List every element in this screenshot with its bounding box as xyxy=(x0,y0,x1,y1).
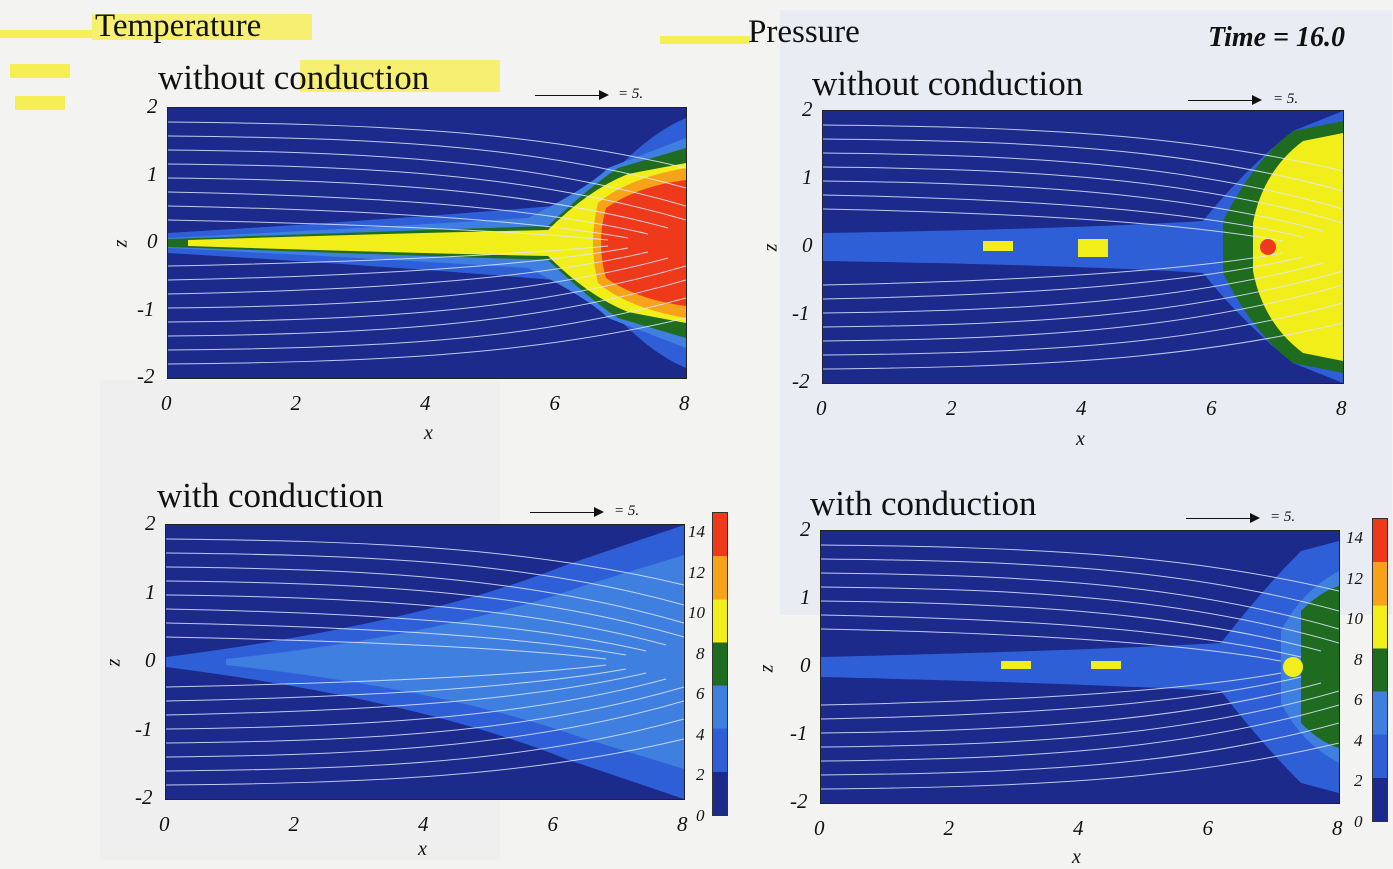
colorbar-tick-label: 6 xyxy=(696,684,705,703)
z-axis-label: z xyxy=(759,243,782,252)
z-tick-label: -1 xyxy=(137,296,155,321)
plot-temperature-without-conduction xyxy=(167,107,687,379)
colorbar-tick-label: 4 xyxy=(1354,730,1363,750)
panel-title: without conduction xyxy=(158,58,430,97)
z-tick-label: 2 xyxy=(802,97,813,121)
colorbar-tick-label: 8 xyxy=(696,643,705,663)
x-tick-label: 8 xyxy=(677,812,688,836)
x-tick-label: 2 xyxy=(290,391,302,415)
vector-label: = 5. xyxy=(1270,509,1296,525)
z-tick-label: 2 xyxy=(147,94,158,118)
pressure-heading: Pressure xyxy=(748,14,860,50)
plot-pressure-with-conduction xyxy=(820,530,1340,804)
x-tick-label: 2 xyxy=(946,396,957,420)
x-tick-label: 4 xyxy=(418,812,429,836)
highlight-mark xyxy=(660,36,750,44)
vector-label: = 5. xyxy=(618,86,644,102)
z-tick-label: -1 xyxy=(135,716,153,741)
vector-label: = 5. xyxy=(1273,91,1299,107)
z-tick-label: 1 xyxy=(145,579,156,604)
vector-arrow xyxy=(1186,513,1260,523)
x-tick-label: 4 xyxy=(1076,396,1087,420)
x-tick-label: 2 xyxy=(288,812,300,836)
z-tick-label: 0 xyxy=(145,648,156,672)
highlight-mark xyxy=(15,96,65,110)
x-tick-label: 0 xyxy=(161,391,172,415)
z-tick-label: 1 xyxy=(147,161,158,186)
temperature-heading: Temperature xyxy=(95,8,262,44)
highlight-mark xyxy=(0,30,92,38)
z-tick-label: -2 xyxy=(137,364,155,388)
colorbar-tick-label: 6 xyxy=(1354,690,1363,709)
plot-canvas xyxy=(166,525,684,799)
colorbar-tick-label: 2 xyxy=(696,765,705,784)
x-tick-label: 6 xyxy=(549,391,561,415)
colorbar-tick-label: 14 xyxy=(1346,528,1363,547)
vector-arrow xyxy=(530,507,604,517)
z-tick-label: -2 xyxy=(792,369,810,393)
z-tick-label: 2 xyxy=(145,511,156,535)
highlight-mark xyxy=(10,64,70,78)
x-tick-label: 8 xyxy=(1332,816,1343,840)
x-tick-label: 4 xyxy=(1073,816,1084,840)
colorbar-tick-label: 2 xyxy=(1354,771,1363,790)
z-axis-label: z xyxy=(102,658,125,667)
x-axis-label: x xyxy=(418,838,427,860)
x-axis-label: x xyxy=(1076,428,1085,450)
x-tick-label: 0 xyxy=(159,812,170,836)
colorbar-tick-label: 4 xyxy=(696,724,705,744)
colorbar-temperature xyxy=(712,512,728,816)
panel-title: with conduction xyxy=(810,484,1037,523)
colorbar-tick-label: 12 xyxy=(688,562,705,582)
z-tick-label: 0 xyxy=(147,229,158,253)
z-tick-label: -2 xyxy=(135,785,153,809)
x-tick-label: 8 xyxy=(1336,396,1347,420)
x-axis-label: x xyxy=(1072,846,1081,868)
z-tick-label: 0 xyxy=(800,653,811,677)
colorbar-tick-label: 12 xyxy=(1346,568,1363,588)
vector-label: = 5. xyxy=(614,503,640,519)
x-tick-label: 6 xyxy=(547,812,559,836)
colorbar-tick-label: 8 xyxy=(1354,649,1363,669)
highlight-mark xyxy=(300,60,500,92)
colorbar-tick-label: 10 xyxy=(1346,609,1363,628)
colorbar-tick-label: 0 xyxy=(1354,811,1363,831)
vector-arrow xyxy=(1188,95,1262,105)
plot-temperature-with-conduction xyxy=(165,524,685,800)
z-axis-label: z xyxy=(755,664,778,673)
plot-pressure-without-conduction xyxy=(822,110,1344,384)
x-axis-label: x xyxy=(424,422,433,444)
vector-arrow xyxy=(535,90,609,100)
panel-title: without conduction xyxy=(812,64,1084,103)
plot-canvas xyxy=(823,111,1343,383)
highlight-mark xyxy=(92,14,312,40)
panel-title: with conduction xyxy=(157,476,384,515)
plot-canvas xyxy=(168,108,686,378)
x-tick-label: 4 xyxy=(420,391,431,415)
z-axis-label: z xyxy=(109,239,132,248)
plot-canvas xyxy=(821,531,1339,803)
z-tick-label: 1 xyxy=(800,585,811,609)
x-tick-label: 6 xyxy=(1202,816,1214,840)
colorbar-tick-label: 14 xyxy=(688,522,705,541)
x-tick-label: 2 xyxy=(943,816,955,840)
z-tick-label: 1 xyxy=(802,165,813,189)
x-tick-label: 6 xyxy=(1206,396,1217,420)
x-tick-label: 8 xyxy=(679,391,690,415)
z-tick-label: 2 xyxy=(800,517,811,541)
x-tick-label: 0 xyxy=(814,816,825,840)
z-tick-label: -1 xyxy=(790,721,808,745)
z-tick-label: -2 xyxy=(790,789,808,813)
x-tick-label: 0 xyxy=(816,396,827,420)
colorbar-tick-label: 10 xyxy=(688,603,705,622)
z-tick-label: -1 xyxy=(792,301,810,325)
colorbar-tick-label: 0 xyxy=(696,805,705,825)
z-tick-label: 0 xyxy=(802,233,813,257)
colorbar-pressure xyxy=(1372,518,1388,822)
time-label: Time = 16.0 xyxy=(1208,22,1346,53)
